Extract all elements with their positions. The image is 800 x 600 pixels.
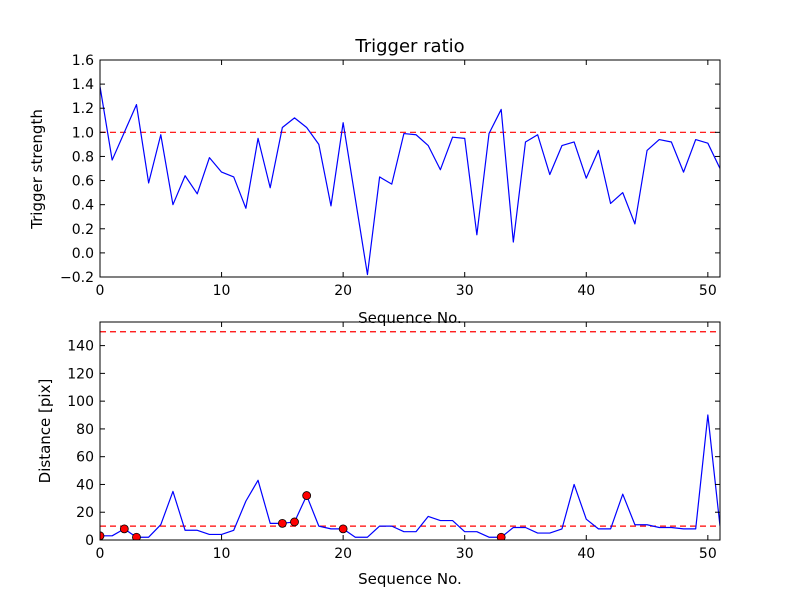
x-tick-label: 30	[456, 283, 474, 299]
y-tick-label: 1.2	[72, 101, 94, 117]
x-tick-label: 10	[213, 546, 231, 562]
x-tick-label: 20	[334, 283, 352, 299]
y-tick-label: 40	[76, 477, 94, 493]
data-point-marker	[119, 524, 129, 534]
y-tick-label: 1.6	[72, 53, 94, 69]
x-tick-label: 40	[577, 546, 595, 562]
data-point-marker	[338, 524, 348, 534]
x-axis-label: Sequence No.	[358, 570, 462, 588]
data-point-marker	[496, 532, 506, 540]
y-tick-label: 140	[67, 339, 94, 355]
y-tick-label: 0.4	[72, 198, 94, 214]
chart-title: Trigger ratio	[354, 36, 464, 57]
x-tick-label: 0	[96, 546, 105, 562]
x-tick-label: 50	[699, 546, 717, 562]
y-tick-label: 100	[67, 394, 94, 410]
series-line	[100, 86, 720, 276]
y-tick-label: 60	[76, 450, 94, 466]
y-tick-label: 120	[67, 366, 94, 382]
data-point-marker	[132, 532, 141, 540]
y-tick-label: 1.0	[72, 125, 94, 141]
x-tick-label: 20	[334, 546, 352, 562]
axes-frame	[99, 321, 721, 541]
data-point-marker	[302, 491, 312, 500]
y-tick-label: −0.2	[60, 270, 94, 286]
ticks: 0 10 20 30 40 50 −0.2 0.0 0.2 0.4 0.6 0.8 1.0 1.2 1.4 1…	[60, 53, 720, 299]
y-tick-label: 1.4	[72, 77, 94, 93]
series-line	[100, 414, 720, 538]
data-point-marker	[290, 517, 299, 527]
y-axis-label: Trigger strength	[28, 109, 46, 230]
x-tick-label: 0	[96, 283, 105, 299]
y-tick-label: 0.6	[72, 174, 94, 190]
x-axis-label: Sequence No.	[358, 309, 462, 327]
x-tick-label: 50	[699, 283, 717, 299]
x-tick-label: 40	[577, 283, 595, 299]
plot-area	[100, 86, 720, 276]
x-tick-label: 30	[456, 546, 474, 562]
trigger-ratio-chart: Trigger ratio 0 10 20 30 40 50 −0.2 0.0 0.2 0.4 0.…	[28, 36, 721, 327]
axes-frame	[99, 59, 721, 278]
y-tick-label: 20	[76, 505, 94, 521]
ticks: 0 10 20 30 40 50 0 20 40 60 80 100 120 140	[67, 322, 720, 562]
y-tick-label: 0.2	[72, 222, 94, 238]
y-tick-label: 80	[76, 422, 94, 438]
y-tick-label: 0.8	[72, 149, 94, 165]
distance-chart: 0 10 20 30 40 50 0 20 40 60 80 100 120 140 Sequence N…	[36, 321, 721, 588]
data-point-marker	[100, 531, 105, 540]
y-tick-label: 0.0	[72, 246, 94, 262]
y-tick-label: 0	[85, 533, 94, 549]
y-axis-label: Distance [pix]	[36, 379, 54, 484]
data-point-marker	[277, 518, 287, 528]
x-tick-label: 10	[213, 283, 231, 299]
plot-area	[100, 331, 720, 540]
